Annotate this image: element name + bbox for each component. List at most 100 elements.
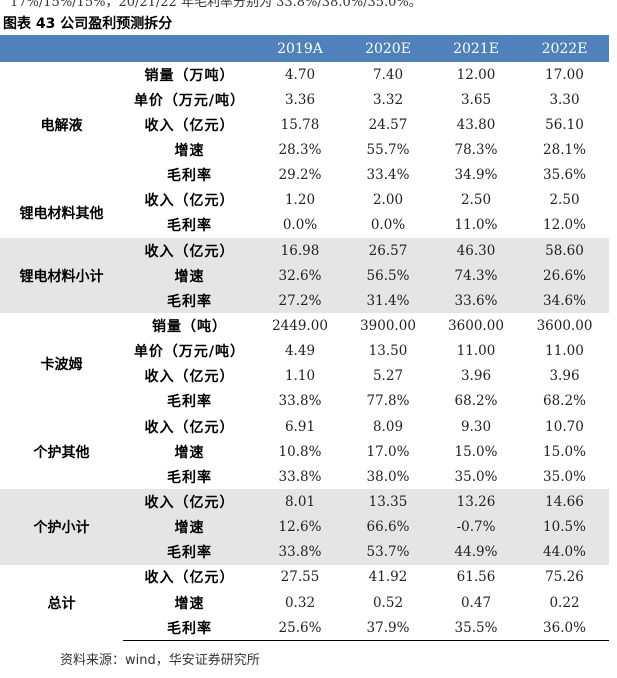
value-cell: 33.6% (432, 288, 520, 314)
value-cell: 61.56 (456, 569, 496, 586)
value-cell: 36.0% (520, 615, 609, 642)
segment-label: 总计 (47, 595, 76, 612)
value-cell: 3.96 (460, 368, 492, 385)
value-cell: 44.9% (432, 539, 520, 565)
table-row: 单价（万元/吨） 3.36 3.32 3.65 3.30 (0, 87, 609, 112)
value-cell: 11.00 (456, 343, 496, 360)
value-cell: 9.30 (460, 418, 492, 435)
metric-label: 毛利率 (167, 168, 212, 185)
value-cell: 16.98 (256, 237, 344, 264)
value-cell: 38.0% (366, 468, 410, 485)
value-cell: 6.91 (284, 418, 316, 435)
value-cell: 26.57 (344, 237, 432, 264)
value-cell: 75.26 (545, 569, 584, 586)
metric-label: 增速 (174, 595, 205, 612)
segment-label: 电解液 (40, 117, 83, 134)
header-cell (123, 35, 256, 62)
value-cell: 2.50 (549, 192, 580, 209)
value-cell: 13.26 (432, 489, 520, 515)
value-cell: 0.22 (549, 594, 580, 611)
segment-label: 锂电材料其他 (19, 205, 104, 222)
value-cell: 17.00 (545, 66, 584, 83)
table-row: 总计 收入（亿元） 27.55 41.92 61.56 75.26 (0, 565, 609, 611)
table-row: 增速 32.6% 56.5% 74.3% 26.6% (0, 263, 609, 289)
value-cell: 11.0% (454, 217, 498, 234)
header-cell (0, 35, 123, 62)
table-row: 增速 0.32 0.52 0.47 0.22 (0, 590, 609, 615)
value-cell: 12.0% (543, 217, 586, 234)
table-row: 收入（亿元） 15.78 24.57 43.80 56.10 (0, 112, 609, 137)
value-cell: 15.78 (280, 116, 320, 133)
table-body: 电解液 销量（万吨） 4.70 7.40 12.00 17.00 单价（万元/吨） 3.36 3… (0, 62, 609, 642)
value-cell: 3900.00 (360, 317, 416, 334)
value-cell: 15.0% (454, 443, 498, 460)
value-cell: 0.0% (282, 217, 318, 234)
table-row: 锂电材料其他 收入（亿元） 1.20 2.00 2.50 2.50 (0, 188, 609, 222)
table-row: 毛利率 33.8% 77.8% 68.2% 68.2% (0, 389, 609, 414)
table-row: 毛利率 27.2% 31.4% 33.6% 34.6% (0, 288, 609, 314)
metric-label: 毛利率 (123, 539, 256, 565)
value-cell: 11.00 (545, 343, 584, 360)
value-cell: 46.30 (432, 237, 520, 264)
value-cell: 12.6% (256, 514, 344, 540)
value-cell: 26.6% (520, 263, 609, 289)
table-row: 毛利率 0.0% 0.0% 11.0% 12.0% (0, 213, 609, 238)
metric-label: 销量（万吨） (144, 67, 235, 84)
value-cell: 13.50 (368, 343, 408, 360)
value-cell: 74.3% (432, 263, 520, 289)
value-cell: 68.2% (543, 393, 586, 410)
header-cell: 2020E (344, 35, 432, 62)
value-cell: 58.60 (520, 237, 609, 264)
value-cell: 8.09 (372, 418, 404, 435)
header-cell: 2021E (432, 35, 520, 62)
metric-label: 单价（万元/吨） (133, 92, 246, 109)
value-cell: 28.3% (278, 141, 322, 158)
table-row: 毛利率 33.8% 53.7% 44.9% 44.0% (0, 539, 609, 565)
value-cell: 8.01 (256, 489, 344, 515)
table-row: 毛利率 29.2% 33.4% 34.9% 35.6% (0, 163, 609, 188)
value-cell: 78.3% (454, 141, 498, 158)
value-cell: 33.8% (256, 539, 344, 565)
value-cell: 2.50 (460, 192, 492, 209)
value-cell: 7.40 (372, 66, 404, 83)
value-cell: 35.0% (454, 468, 498, 485)
segment-label: 锂电材料小计 (0, 237, 123, 314)
value-cell: 28.1% (543, 141, 586, 158)
value-cell: 3600.00 (448, 317, 504, 334)
table-row: 个护其他 收入（亿元） 6.91 8.09 9.30 10.70 (0, 414, 609, 461)
table-row: 锂电材料小计 收入（亿元） 16.98 26.57 46.30 58.60 (0, 237, 609, 314)
value-cell: 3.65 (460, 91, 492, 108)
segment-label: 个护其他 (33, 444, 90, 461)
value-cell: 2449.00 (272, 317, 328, 334)
value-cell: 34.6% (520, 288, 609, 314)
value-cell: 25.6% (256, 615, 344, 642)
value-cell: 3.36 (284, 91, 316, 108)
value-cell: 27.55 (280, 569, 320, 586)
header-row: 2019A 2020E 2021E 2022E (0, 35, 609, 62)
table-row: 增速 28.3% 55.7% 78.3% 28.1% (0, 137, 609, 162)
table-row: 个护小计 收入（亿元） 8.01 13.35 13.26 14.66 (0, 489, 609, 565)
value-cell: 1.10 (284, 368, 316, 385)
value-cell: 3.32 (372, 91, 404, 108)
value-cell: 4.49 (284, 343, 316, 360)
metric-label: 毛利率 (123, 615, 256, 642)
value-cell: 68.2% (454, 393, 498, 410)
value-cell: 12.00 (456, 66, 496, 83)
value-cell: 3.30 (549, 91, 580, 108)
value-cell: 17.0% (366, 443, 410, 460)
metric-label: 增速 (174, 444, 205, 461)
value-cell: 34.9% (454, 167, 498, 184)
value-cell: 4.70 (284, 66, 316, 83)
table-row: 增速 10.8% 17.0% 15.0% 15.0% (0, 439, 609, 464)
value-cell: 33.4% (366, 167, 410, 184)
metric-label: 毛利率 (167, 469, 212, 486)
value-cell: 56.5% (344, 263, 432, 289)
table-row: 电解液 销量（万吨） 4.70 7.40 12.00 17.00 (0, 62, 609, 134)
value-cell: 29.2% (278, 167, 322, 184)
metric-label: 增速 (123, 514, 256, 540)
value-cell: 3600.00 (536, 317, 593, 334)
figure-title: 图表 43 公司盈利预测拆分 (3, 16, 173, 32)
value-cell: 56.10 (545, 116, 584, 133)
table-row: 增速 12.6% 66.6% -0.7% 10.5% (0, 514, 609, 540)
preceding-text-line: 17%/15%/15%，20/21/22 年毛利率分别为 33.8%/38.0%… (10, 0, 422, 10)
